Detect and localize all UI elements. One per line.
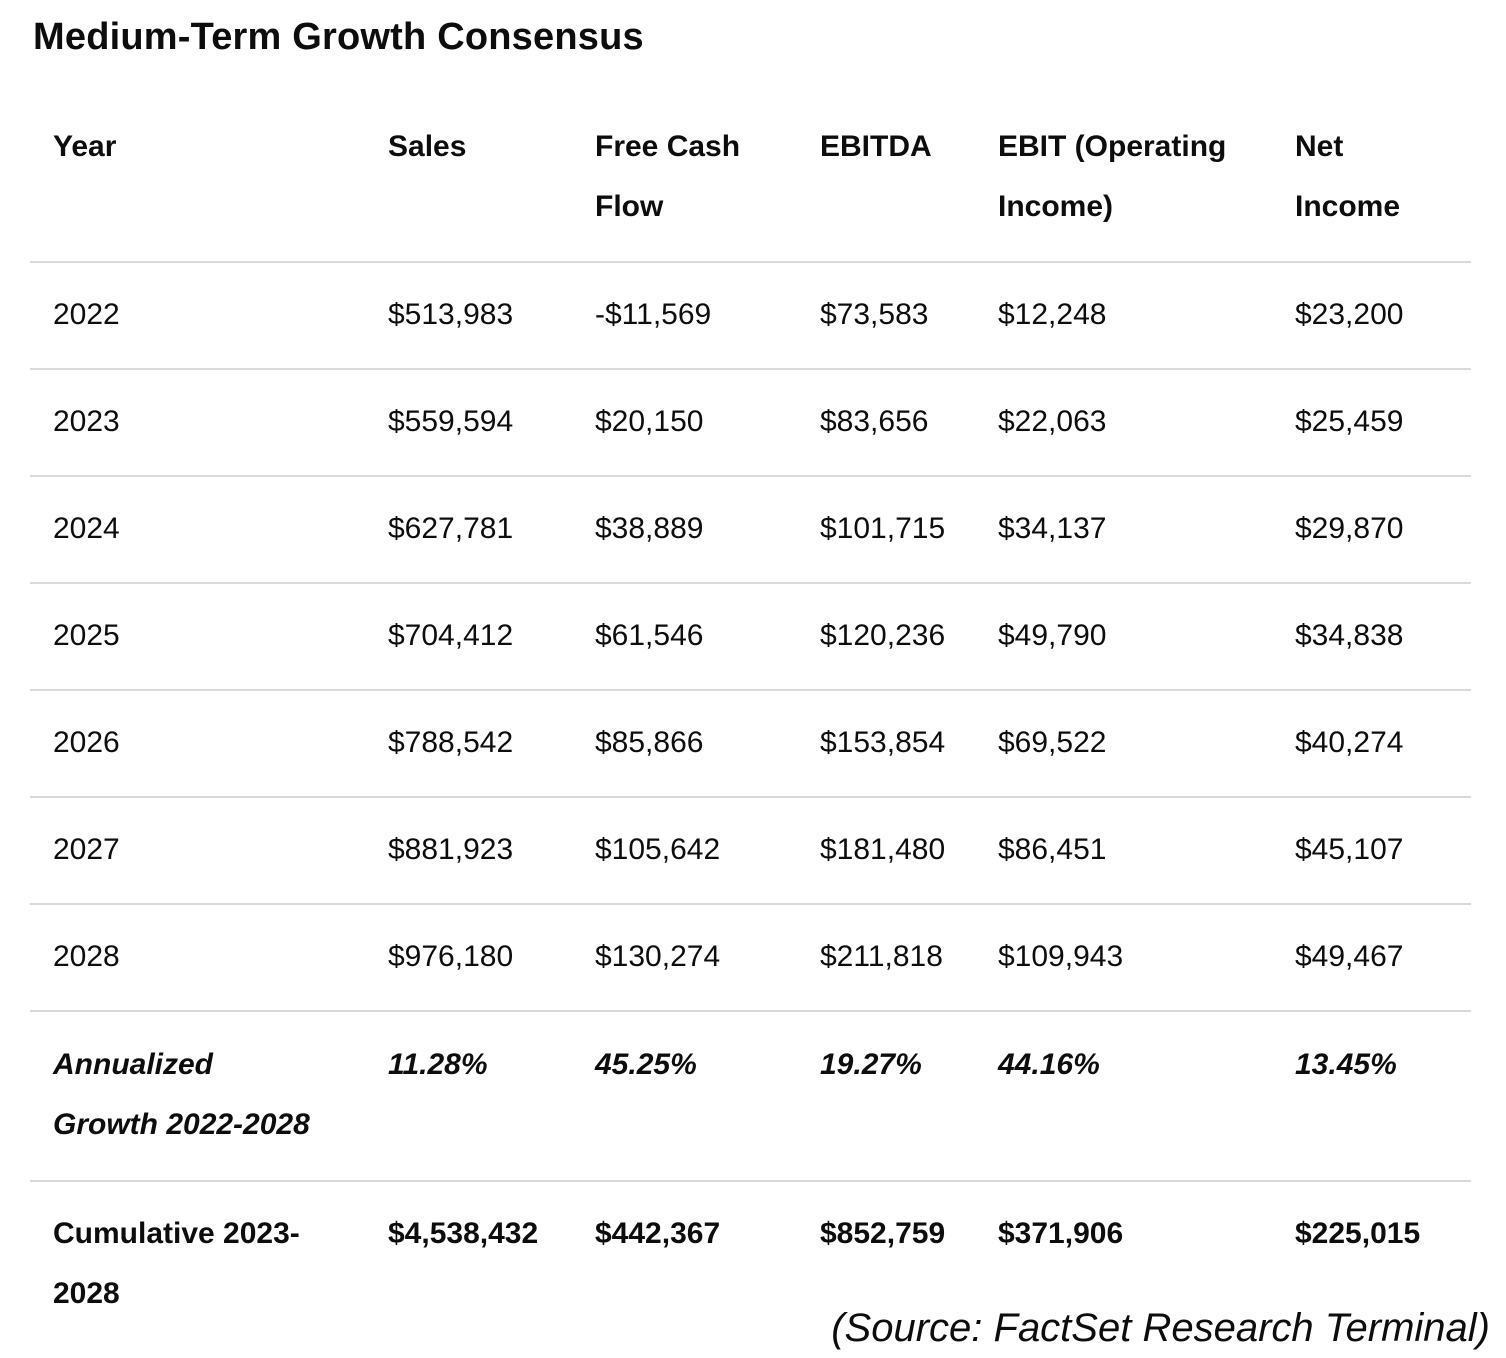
ebit-cell: $22,063 xyxy=(975,369,1272,477)
ebitda-cell: $101,715 xyxy=(797,476,975,584)
column-header-ebit: EBIT (Operating Income) xyxy=(975,77,1272,263)
column-header-free-cash-flow: Free Cash Flow xyxy=(572,77,797,263)
ebitda-cell: $153,854 xyxy=(797,690,975,798)
ebit-cell: $12,248 xyxy=(975,262,1272,370)
header-line: EBIT (Operating xyxy=(998,130,1227,163)
ebit-cell: $109,943 xyxy=(975,904,1272,1012)
year-cell: 2028 xyxy=(30,904,365,1012)
year-cell: 2023 xyxy=(30,369,365,477)
table-row-2027: 2027 $881,923 $105,642 $181,480 $86,451 … xyxy=(30,797,1471,905)
column-header-year: Year xyxy=(30,77,365,263)
source-note: (Source: FactSet Research Terminal) xyxy=(831,1306,1490,1350)
ebitda-cell: $73,583 xyxy=(797,262,975,370)
sales-cell: $559,594 xyxy=(365,369,572,477)
table-row-2022: 2022 $513,983 -$11,569 $73,583 $12,248 $… xyxy=(30,262,1471,370)
table-body: 2022 $513,983 -$11,569 $73,583 $12,248 $… xyxy=(30,262,1471,1344)
free-cash-flow-cell: $20,150 xyxy=(572,369,797,477)
cell-line: 2028 xyxy=(53,1277,120,1310)
row-label-cell: Annualized Growth 2022-2028 xyxy=(30,1011,365,1182)
net-income-cell: $34,838 xyxy=(1272,583,1471,691)
net-income-cell: $45,107 xyxy=(1272,797,1471,905)
free-cash-flow-cell: $61,546 xyxy=(572,583,797,691)
free-cash-flow-cell: 45.25% xyxy=(572,1011,797,1182)
ebit-cell: $371,906 xyxy=(998,1217,1124,1250)
cell-line: Annualized xyxy=(53,1048,214,1081)
cell-line: 2023 xyxy=(53,405,120,438)
column-header-net-income: Net Income xyxy=(1272,77,1471,263)
ebitda-cell: $852,759 xyxy=(820,1217,946,1250)
sales-cell: 11.28% xyxy=(365,1011,572,1182)
ebit-cell: $69,522 xyxy=(975,690,1272,798)
table-row-2025: 2025 $704,412 $61,546 $120,236 $49,790 $… xyxy=(30,583,1471,691)
ebit-cell: 44.16% xyxy=(975,1011,1272,1182)
cell-line: Growth 2022-2028 xyxy=(53,1108,310,1141)
table-row-annualized-growth: Annualized Growth 2022-2028 11.28% 45.25… xyxy=(30,1011,1471,1182)
ebitda-cell: $120,236 xyxy=(797,583,975,691)
free-cash-flow-cell: $442,367 xyxy=(595,1217,721,1250)
column-header-ebitda: EBITDA xyxy=(797,77,975,263)
free-cash-flow-cell: -$11,569 xyxy=(572,262,797,370)
header-line: Flow xyxy=(595,190,664,223)
table-row-2028: 2028 $976,180 $130,274 $211,818 $109,943… xyxy=(30,904,1471,1012)
header-line: Income) xyxy=(998,190,1114,223)
sales-cell: $513,983 xyxy=(365,262,572,370)
header-line: Net xyxy=(1295,130,1344,163)
ebitda-cell: 19.27% xyxy=(797,1011,975,1182)
ebit-cell: $49,790 xyxy=(975,583,1272,691)
free-cash-flow-cell: $38,889 xyxy=(572,476,797,584)
table-header: Year Sales Free Cash Flow EBITDA EBIT (O… xyxy=(30,77,1471,263)
year-cell: 2026 xyxy=(30,690,365,798)
net-income-cell: $49,467 xyxy=(1272,904,1471,1012)
ebit-cell: $34,137 xyxy=(975,476,1272,584)
net-income-cell: $29,870 xyxy=(1272,476,1471,584)
sales-cell: $4,538,432 xyxy=(388,1217,539,1250)
year-cell: 2024 xyxy=(30,476,365,584)
cell-line: 2026 xyxy=(53,726,120,759)
sales-cell: $627,781 xyxy=(365,476,572,584)
year-cell: 2022 xyxy=(30,262,365,370)
sales-cell: $976,180 xyxy=(365,904,572,1012)
cell-line: Cumulative 2023- xyxy=(53,1217,300,1250)
net-income-cell: 13.45% xyxy=(1272,1011,1471,1182)
net-income-cell: $40,274 xyxy=(1272,690,1471,798)
header-line: Sales xyxy=(388,130,467,163)
table-row-cumulative: Cumulative 2023- 2028 $4,538,432 $442,36… xyxy=(30,1181,1471,1344)
table-row-2023: 2023 $559,594 $20,150 $83,656 $22,063 $2… xyxy=(30,369,1471,477)
row-label-cell: Cumulative 2023- 2028 xyxy=(30,1181,365,1344)
header-line: Free Cash xyxy=(595,130,741,163)
net-income-cell: $23,200 xyxy=(1272,262,1471,370)
header-line: EBITDA xyxy=(820,130,932,163)
table-row-2024: 2024 $627,781 $38,889 $101,715 $34,137 $… xyxy=(30,476,1471,584)
header-line: Income xyxy=(1295,190,1401,223)
year-cell: 2025 xyxy=(30,583,365,691)
cell-line: 2028 xyxy=(53,940,120,973)
free-cash-flow-cell: $130,274 xyxy=(572,904,797,1012)
ebitda-cell: $211,818 xyxy=(797,904,975,1012)
sales-cell: $881,923 xyxy=(365,797,572,905)
page-title: Medium-Term Growth Consensus xyxy=(33,16,644,58)
growth-consensus-table: Year Sales Free Cash Flow EBITDA EBIT (O… xyxy=(30,77,1471,1344)
sales-cell: $704,412 xyxy=(365,583,572,691)
table-header-row: Year Sales Free Cash Flow EBITDA EBIT (O… xyxy=(30,77,1471,263)
cell-line: 2024 xyxy=(53,512,120,545)
ebit-cell: $86,451 xyxy=(975,797,1272,905)
year-cell: 2027 xyxy=(30,797,365,905)
cell-line: 2027 xyxy=(53,833,120,866)
cell-line: 2022 xyxy=(53,298,120,331)
net-income-cell: $225,015 xyxy=(1295,1217,1421,1250)
net-income-cell: $25,459 xyxy=(1272,369,1471,477)
ebitda-cell: $83,656 xyxy=(797,369,975,477)
table-row-2026: 2026 $788,542 $85,866 $153,854 $69,522 $… xyxy=(30,690,1471,798)
free-cash-flow-cell: $85,866 xyxy=(572,690,797,798)
cell-line: 2025 xyxy=(53,619,120,652)
column-header-sales: Sales xyxy=(365,77,572,263)
free-cash-flow-cell: $105,642 xyxy=(572,797,797,905)
ebitda-cell: $181,480 xyxy=(797,797,975,905)
header-line: Year xyxy=(53,130,117,163)
sales-cell: $788,542 xyxy=(365,690,572,798)
